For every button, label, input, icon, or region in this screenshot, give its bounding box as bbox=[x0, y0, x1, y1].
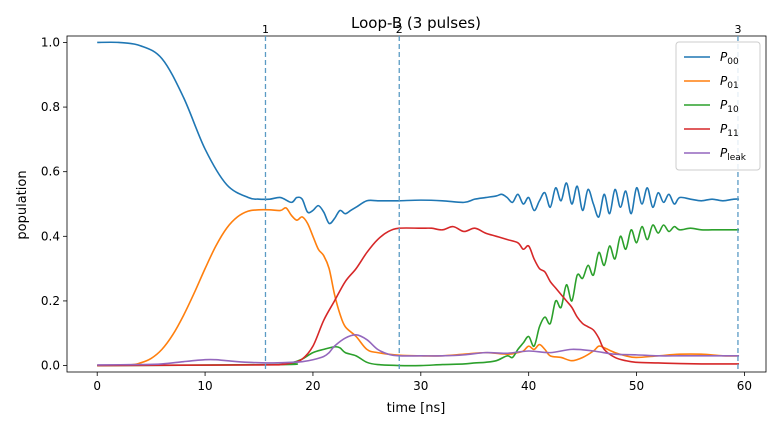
pulse-marker-label: 2 bbox=[396, 23, 403, 36]
series-group bbox=[97, 41, 740, 367]
x-tick-label: 30 bbox=[413, 379, 428, 393]
chart-title: Loop-B (3 pulses) bbox=[351, 14, 481, 32]
legend-entry-subscript: 10 bbox=[727, 105, 739, 115]
y-tick-label: 0.6 bbox=[41, 165, 60, 179]
legend-entry-01: P01 bbox=[720, 74, 739, 91]
x-tick-label: 20 bbox=[305, 379, 320, 393]
legend-entry-subscript: 00 bbox=[727, 57, 739, 67]
series-line-00 bbox=[97, 41, 740, 225]
legend-entry-name: P bbox=[720, 74, 728, 88]
series-line-11 bbox=[97, 225, 740, 367]
y-tick-label: 0.2 bbox=[41, 294, 60, 308]
pulse-marker-label: 1 bbox=[262, 23, 269, 36]
pulse-marker-label: 3 bbox=[734, 23, 741, 36]
y-tick-label: 1.0 bbox=[41, 35, 60, 49]
legend-entry-name: P bbox=[720, 50, 728, 64]
series-line-10 bbox=[97, 224, 740, 367]
legend-entry-subscript: 11 bbox=[727, 129, 738, 139]
legend-entry-10: P10 bbox=[720, 98, 739, 115]
x-tick-label: 0 bbox=[93, 379, 101, 393]
axes-frame bbox=[66, 35, 767, 373]
y-tick-label: 0.4 bbox=[41, 229, 60, 243]
legend-entry-name: P bbox=[720, 122, 728, 136]
series-line-01 bbox=[97, 206, 740, 367]
series-line-leak bbox=[97, 334, 740, 366]
x-axis-label: time [ns] bbox=[387, 401, 446, 416]
x-tick-label: 10 bbox=[197, 379, 212, 393]
legend-entry-00: P00 bbox=[720, 50, 739, 67]
legend-entry-name: P bbox=[720, 146, 728, 160]
y-tick-label: 0.0 bbox=[41, 359, 60, 373]
legend-entry-11: P11 bbox=[720, 122, 739, 139]
x-tick-label: 40 bbox=[521, 379, 536, 393]
x-tick-label: 50 bbox=[629, 379, 644, 393]
legend-entry-name: P bbox=[720, 98, 728, 112]
y-tick-label: 0.8 bbox=[41, 100, 60, 114]
y-axis-label: population bbox=[15, 170, 30, 239]
legend-box bbox=[675, 41, 761, 171]
legend-entry-subscript: leak bbox=[727, 153, 747, 163]
legend-entry-leak: Pleak bbox=[720, 146, 747, 163]
x-tick-label: 60 bbox=[737, 379, 752, 393]
legend-entry-subscript: 01 bbox=[727, 81, 738, 91]
plot-area: 0 10 20 30 40 50 600.00.20.40.60.81.01 2 3 bbox=[41, 23, 767, 393]
